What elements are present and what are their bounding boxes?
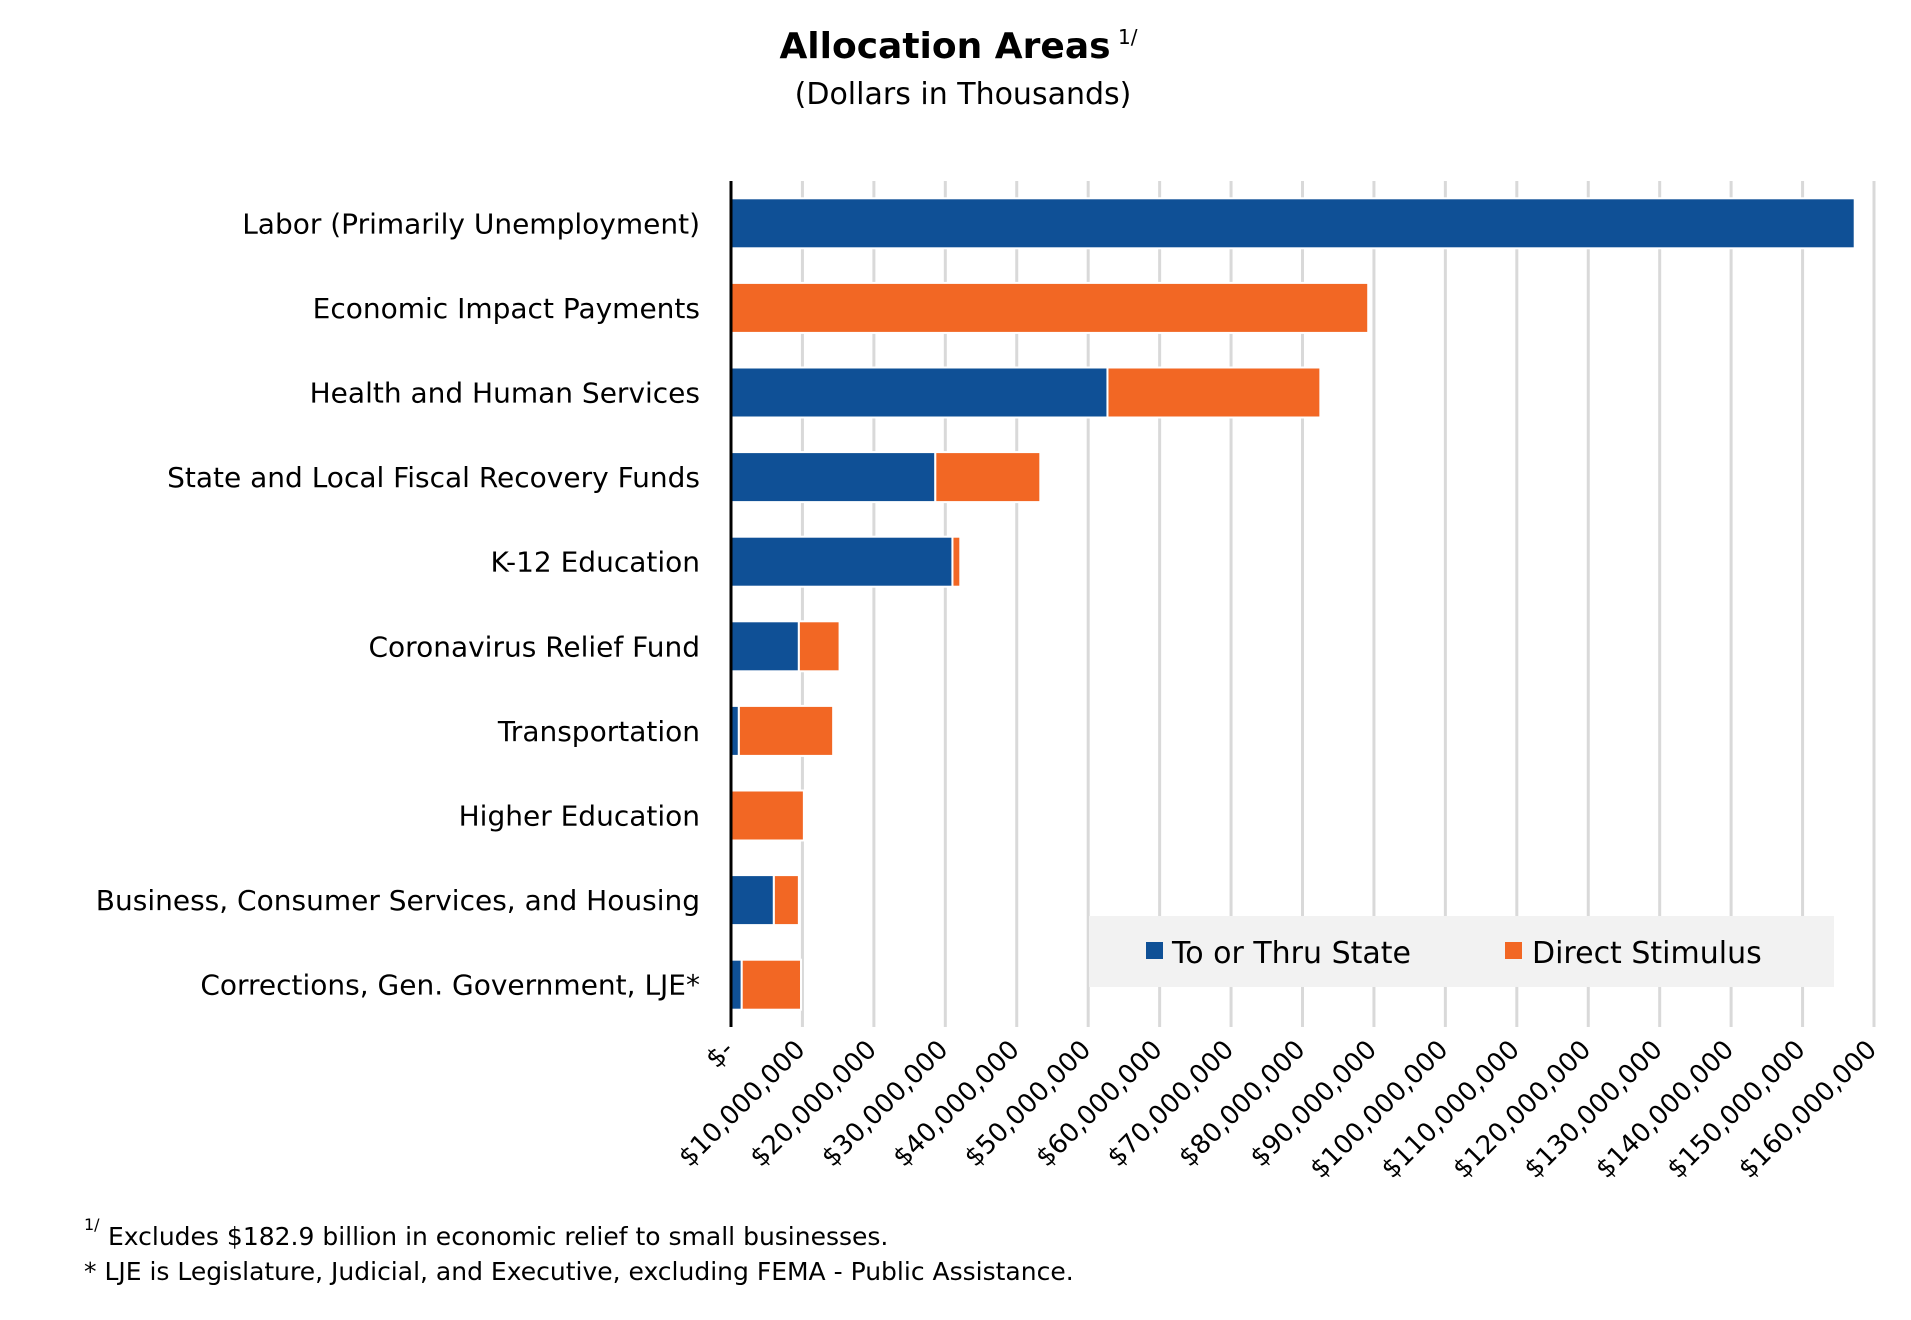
category-label: Coronavirus Relief Fund (368, 630, 700, 663)
bar-direct-stimulus (1106, 366, 1322, 419)
category-label: Higher Education (459, 800, 700, 833)
bar-direct-stimulus (934, 451, 1042, 504)
bar-direct-stimulus (737, 704, 835, 757)
x-tick-label: $20,000,000 (745, 1035, 883, 1173)
bar-to-or-thru-state (730, 874, 775, 927)
bar-to-or-thru-state (730, 620, 800, 673)
category-label: Health and Human Services (310, 377, 700, 410)
bars (730, 197, 1856, 1011)
footnote-1-marker: 1/ (84, 1215, 100, 1234)
bar-direct-stimulus (740, 958, 803, 1011)
x-tick-label: $80,000,000 (1173, 1035, 1311, 1173)
bar-direct-stimulus (797, 620, 841, 673)
category-labels: Labor (Primarily Unemployment) Economic I… (96, 207, 700, 1001)
x-tick-label: $30,000,000 (816, 1035, 954, 1173)
category-label: Business, Consumer Services, and Housing (96, 884, 700, 917)
bar-to-or-thru-state (730, 451, 937, 504)
x-tick-label: $70,000,000 (1102, 1035, 1240, 1173)
category-label: Labor (Primarily Unemployment) (242, 207, 700, 240)
legend-swatch-direct-stimulus (1505, 942, 1522, 959)
category-label: State and Local Fiscal Recovery Funds (167, 461, 700, 494)
legend: To or Thru State Direct Stimulus (1089, 916, 1834, 987)
category-label: Economic Impact Payments (313, 292, 700, 325)
x-tick-label: $- (700, 1035, 740, 1075)
bar-to-or-thru-state (730, 366, 1109, 419)
legend-background (1089, 916, 1834, 987)
chart-subtitle: (Dollars in Thousands) (795, 77, 1132, 112)
x-tick-label: $10,000,000 (673, 1035, 811, 1173)
x-tick-label: $50,000,000 (959, 1035, 1097, 1173)
category-label: K-12 Education (491, 546, 700, 579)
legend-swatch-to-or-thru-state (1146, 942, 1163, 959)
category-label: Transportation (497, 715, 700, 748)
chart-title-footnote-marker: 1/ (1118, 25, 1138, 49)
bar-to-or-thru-state (730, 535, 954, 588)
bar-direct-stimulus (730, 789, 805, 842)
chart-title: Allocation Areas (779, 26, 1110, 67)
bar-to-or-thru-state (730, 958, 743, 1011)
footnote-1: Excludes $182.9 billion in economic reli… (108, 1222, 888, 1251)
bar-direct-stimulus (951, 535, 962, 588)
category-label: Corrections, Gen. Government, LJE* (200, 969, 700, 1002)
footnote-2: * LJE is Legislature, Judicial, and Exec… (84, 1257, 1074, 1286)
bar-to-or-thru-state (730, 197, 1856, 250)
x-tick-label: $60,000,000 (1030, 1035, 1168, 1173)
x-tick-label: $90,000,000 (1245, 1035, 1383, 1173)
bar-direct-stimulus (730, 281, 1370, 334)
bar-direct-stimulus (772, 874, 800, 927)
x-tick-label: $40,000,000 (888, 1035, 1026, 1173)
legend-label-to-or-thru-state: To or Thru State (1171, 936, 1411, 971)
x-tick-labels: $-$10,000,000$20,000,000$30,000,000$40,0… (673, 1035, 1883, 1185)
legend-label-direct-stimulus: Direct Stimulus (1532, 936, 1762, 971)
